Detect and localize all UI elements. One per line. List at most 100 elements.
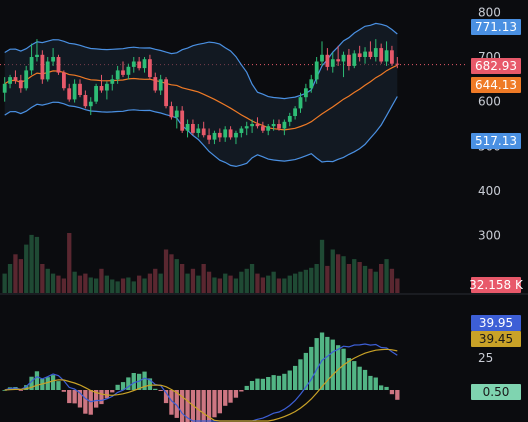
macd-histogram-bar (142, 371, 147, 390)
macd-histogram-bar (185, 390, 190, 422)
macd-histogram-bar (137, 373, 142, 390)
candle-body (314, 61, 319, 80)
candle-body (169, 106, 174, 118)
volume-bar (126, 277, 131, 293)
macd-histogram-bar (244, 385, 249, 390)
macd-histogram-bar (336, 345, 341, 390)
candle-body (223, 129, 228, 138)
volume-bar (24, 244, 29, 293)
volume-bar (131, 281, 136, 293)
macd-histogram-bar (99, 390, 104, 405)
candle-body (379, 48, 384, 62)
candle-body (309, 79, 314, 89)
macd-histogram-bar (29, 376, 34, 390)
volume-bar (29, 234, 34, 293)
bollinger-bands (4, 22, 398, 168)
volume-bar (336, 254, 341, 293)
volume-bar (223, 273, 228, 293)
volume-bar (137, 275, 142, 293)
macd-histogram-bar (2, 390, 7, 391)
macd-histogram-bar (293, 365, 298, 390)
candlesticks (2, 39, 400, 145)
candle-body (212, 132, 217, 140)
volume-bar (239, 271, 244, 293)
macd-histogram-bar (379, 385, 384, 390)
macd-histogram-bar (115, 384, 120, 390)
candle-body (158, 79, 163, 91)
macd-histogram-bar (384, 386, 389, 390)
band-fill (4, 23, 398, 167)
volume-bar (7, 264, 13, 293)
macd-histogram-bar (217, 390, 222, 414)
volume-bar (357, 262, 362, 293)
lower-band-badge: 517.13 (475, 134, 517, 148)
macd-histogram-bar (282, 373, 287, 390)
macd-histogram-bar (77, 390, 83, 408)
candle-body (282, 121, 287, 129)
macd-line (4, 343, 398, 422)
histogram-badge-bg (471, 384, 521, 400)
macd-histogram-bar (163, 390, 169, 404)
candle-body (8, 77, 12, 84)
volume-bar (50, 273, 56, 293)
histogram-badge: 0.50 (483, 385, 510, 399)
candle-body (363, 51, 367, 57)
macd-histogram-bar (158, 390, 163, 391)
macd-histogram-bar (201, 390, 206, 422)
candle-body (51, 57, 55, 62)
macd-histogram-bar (298, 359, 303, 390)
candle-body (137, 61, 142, 69)
volume-bar (61, 278, 66, 293)
candle-body (13, 77, 18, 81)
candle-body (174, 110, 179, 118)
macd-histogram-bar (239, 390, 244, 392)
volume-bar (293, 273, 298, 293)
candle-body (287, 116, 292, 122)
macd-histogram-bar (341, 348, 346, 390)
candle-body (277, 124, 281, 129)
volume-bar (77, 275, 83, 293)
volume-bar (233, 278, 239, 293)
candle-body (244, 126, 249, 129)
moving-average-line (4, 64, 398, 131)
volume-bar (379, 264, 384, 293)
macd-histogram-bar (228, 390, 233, 403)
macd-histogram-bar (24, 385, 29, 390)
macd-histogram-bar (303, 352, 308, 390)
volume-bar (325, 265, 330, 293)
candle-body (191, 124, 195, 133)
macd-histogram-bar (233, 390, 239, 398)
candle-body (142, 59, 147, 69)
macd-histogram-bar (346, 358, 352, 390)
candle-body (293, 108, 297, 116)
candle-body (148, 59, 152, 78)
volume-bar (206, 271, 212, 293)
candle-body (255, 124, 260, 127)
macd-histogram-bar (249, 381, 255, 390)
volume-bar (389, 268, 395, 293)
upper-band-badge-bg (471, 19, 521, 35)
candle-body (266, 126, 271, 131)
macd-histogram-bar (314, 338, 319, 390)
volume-bar (271, 271, 276, 293)
volume-bar (56, 275, 61, 293)
candle-body (72, 83, 77, 100)
candle-body (126, 66, 131, 75)
candle-body (88, 101, 93, 107)
macd-badge-bg (471, 315, 521, 331)
candle-body (29, 57, 34, 71)
candle-body (105, 83, 109, 91)
macd-histogram-bar (72, 390, 77, 404)
volume-bar (368, 268, 373, 293)
volume-bar (83, 273, 88, 293)
macd-tick-label: 25 (478, 351, 493, 365)
price-tick-label: 600 (478, 95, 501, 109)
macd-histogram-bar (276, 375, 282, 390)
candle-body (196, 128, 201, 133)
macd-histogram-bar (45, 377, 50, 390)
volume-bar (94, 278, 99, 293)
macd-panel (2, 332, 400, 422)
volume-bar (99, 268, 104, 293)
volume-bar (266, 275, 271, 293)
